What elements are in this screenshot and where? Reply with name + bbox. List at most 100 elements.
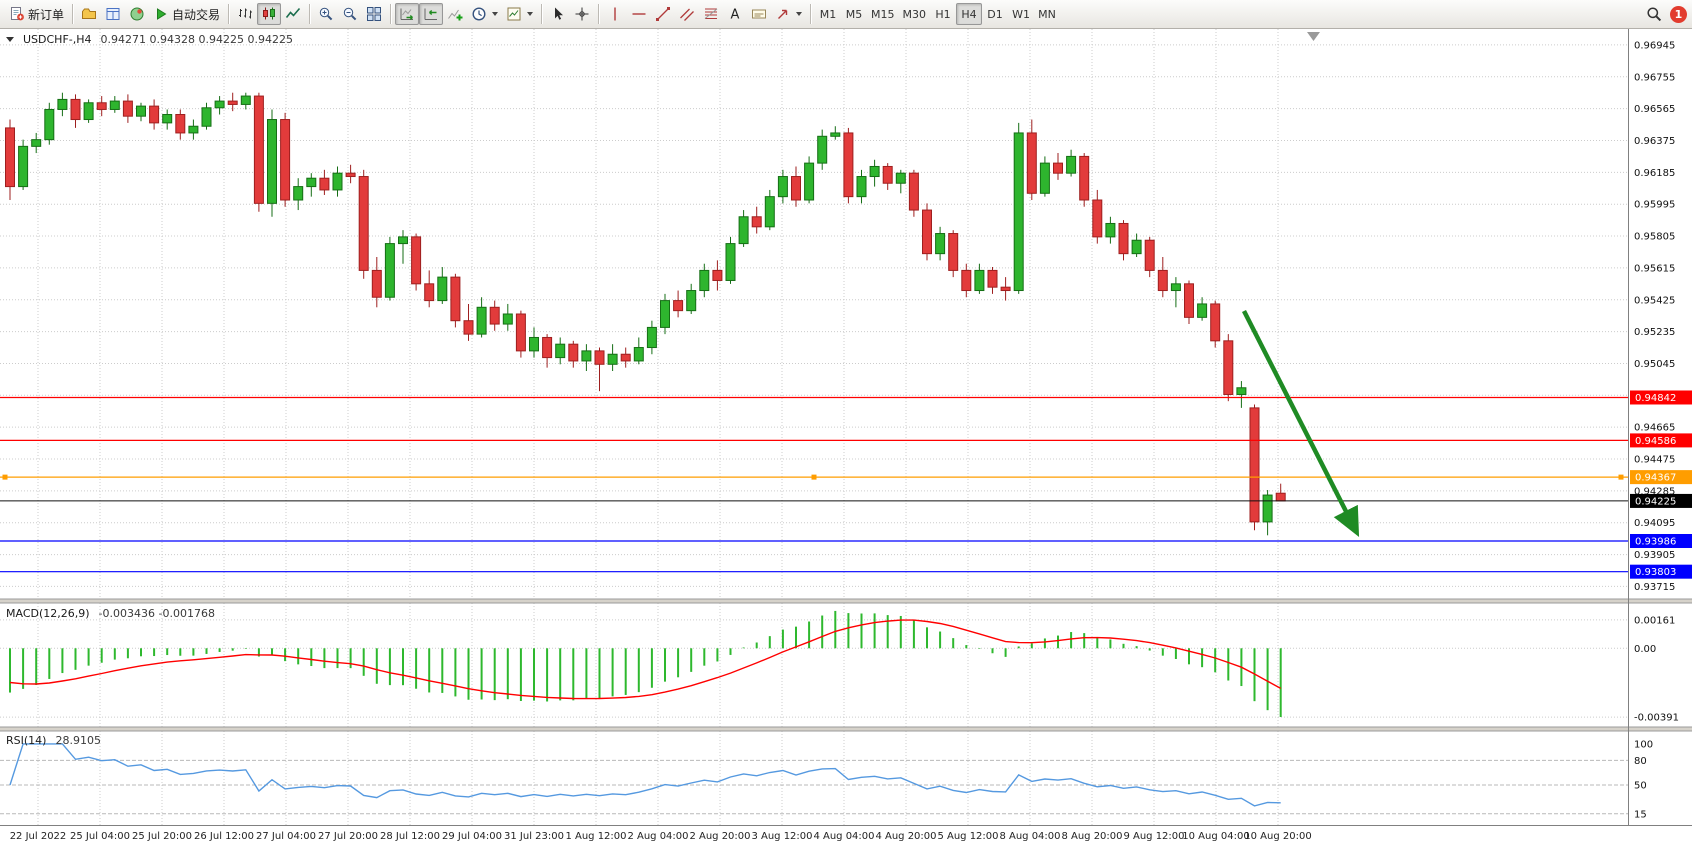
dropdown-arrow-icon — [796, 12, 803, 16]
candle — [673, 300, 684, 312]
candle — [633, 347, 644, 362]
time-axis[interactable]: 22 Jul 2022 25 Jul 04:00 25 Jul 20:00 26 Ju… — [10, 831, 1312, 842]
macd-label-row: MACD(12,26,9) -0.003436 -0.001768 — [6, 607, 215, 620]
candle — [83, 102, 94, 121]
strategy-tester-button[interactable] — [125, 3, 149, 25]
cursor-button[interactable] — [546, 3, 570, 25]
trend-arrow[interactable] — [1241, 309, 1360, 538]
search-button[interactable] — [1642, 3, 1666, 25]
templates-button[interactable] — [502, 3, 537, 25]
candle — [922, 209, 932, 255]
new-order-button[interactable]: 新订单 — [5, 3, 68, 25]
candle — [319, 177, 330, 191]
data-window-icon — [105, 6, 121, 22]
zoom-in-button[interactable] — [314, 3, 338, 25]
candle — [935, 233, 946, 255]
timeframe-button-w1[interactable]: W1 — [1012, 7, 1030, 21]
svg-text:0.95995: 0.95995 — [1634, 200, 1675, 211]
candle — [267, 119, 277, 204]
chart-shift-button[interactable] — [419, 3, 444, 25]
timeframe-button-m5[interactable]: M5 — [845, 7, 863, 21]
panel-separator[interactable] — [0, 599, 1692, 603]
rsi-panel[interactable] — [0, 743, 1628, 815]
trendline-button[interactable] — [651, 3, 675, 25]
notification-badge[interactable]: 1 — [1670, 5, 1687, 23]
candle — [725, 243, 736, 281]
svg-text:1 Aug 12:00: 1 Aug 12:00 — [565, 831, 626, 842]
macd-panel[interactable] — [0, 610, 1628, 718]
bar-chart-mode-button[interactable] — [233, 3, 257, 25]
equidistant-channel-button[interactable] — [675, 3, 699, 25]
candle — [371, 269, 382, 298]
candle — [738, 216, 749, 245]
horizontal-lines[interactable] — [0, 396, 1628, 573]
price-badge: 0.93803 — [1630, 564, 1692, 579]
auto-trading-button[interactable]: 自动交易 — [149, 3, 224, 25]
tile-windows-button[interactable] — [362, 3, 386, 25]
candle — [437, 276, 448, 302]
bars-icon — [237, 6, 253, 22]
price-axis[interactable]: 0.96945 0.96755 0.96565 0.96375 0.96185 0.959… — [1634, 40, 1679, 820]
svg-text:80: 80 — [1634, 756, 1647, 767]
timeframe-button-mn[interactable]: MN — [1038, 7, 1056, 21]
indicators-button[interactable] — [443, 3, 467, 25]
candle — [699, 269, 710, 292]
crosshair-button[interactable] — [570, 3, 594, 25]
tile-icon — [366, 6, 382, 22]
chart-collapse-icon[interactable] — [6, 37, 14, 42]
candle — [961, 269, 972, 292]
selection-handle[interactable] — [811, 474, 817, 480]
horizontal-line-button[interactable] — [627, 3, 651, 25]
candle — [908, 172, 919, 211]
candle — [869, 165, 880, 178]
svg-text:0.94586: 0.94586 — [1635, 436, 1676, 447]
panel-separator[interactable] — [0, 727, 1692, 731]
timeframe-button-m1[interactable]: M1 — [819, 7, 837, 21]
selection-handle[interactable] — [1618, 474, 1624, 480]
candlestick-mode-button[interactable] — [257, 3, 282, 25]
label-icon — [751, 6, 767, 22]
candle — [987, 269, 998, 288]
arrows-button[interactable] — [771, 3, 806, 25]
candle — [895, 172, 906, 184]
candle — [856, 176, 867, 198]
candle — [1053, 162, 1063, 174]
timeframe-button-d1[interactable]: D1 — [987, 7, 1003, 21]
candle — [830, 132, 841, 137]
timeframe-button-m30[interactable]: M30 — [902, 7, 927, 21]
toolbar-separator — [598, 4, 600, 24]
candle — [201, 107, 212, 127]
selection-handle[interactable] — [2, 474, 8, 480]
text-icon: A — [727, 6, 743, 23]
fibonacci-button[interactable] — [699, 3, 723, 25]
periods-icon — [471, 6, 487, 22]
timeframe-button-m15[interactable]: M15 — [871, 7, 895, 21]
auto-trading-label: 自动交易 — [172, 7, 221, 22]
text-button[interactable]: A — [723, 3, 747, 25]
chart-shift-marker[interactable] — [1307, 32, 1320, 41]
data-window-button[interactable] — [101, 3, 125, 25]
zoom-out-button[interactable] — [338, 3, 362, 25]
candle — [122, 100, 133, 117]
svg-text:8 Aug 04:00: 8 Aug 04:00 — [999, 831, 1060, 842]
chart-canvas[interactable]: 0.96945 0.96755 0.96565 0.96375 0.96185 0.959… — [0, 29, 1692, 848]
line-chart-mode-button[interactable] — [281, 3, 305, 25]
timeframe-button-h4[interactable]: H4 — [956, 3, 983, 25]
chart-title-row: USDCHF-,H4 0.94271 0.94328 0.94225 0.942… — [6, 33, 293, 46]
strategy-tester-icon — [129, 6, 145, 22]
auto-scroll-button[interactable] — [395, 3, 420, 25]
timeframe-button-h1[interactable]: H1 — [935, 7, 951, 21]
svg-text:0.94367: 0.94367 — [1635, 473, 1676, 484]
candlesticks[interactable] — [5, 92, 1286, 536]
profiles-button[interactable] — [77, 3, 101, 25]
candle — [1210, 303, 1221, 342]
periods-button[interactable] — [467, 3, 502, 25]
text-label-button[interactable] — [747, 3, 771, 25]
toolbar-right: 1 — [1642, 3, 1687, 25]
macd-signal-line — [9, 619, 1282, 700]
svg-text:0.00: 0.00 — [1634, 644, 1656, 655]
svg-text:-0.00391: -0.00391 — [1634, 713, 1679, 724]
vertical-line-button[interactable] — [603, 3, 627, 25]
svg-text:10 Aug 04:00: 10 Aug 04:00 — [1182, 831, 1249, 842]
new-order-label: 新订单 — [28, 7, 65, 22]
